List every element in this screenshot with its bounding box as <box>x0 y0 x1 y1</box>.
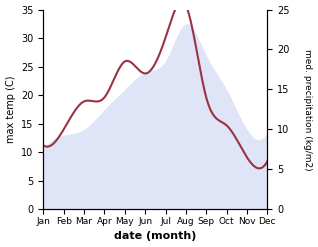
Y-axis label: max temp (C): max temp (C) <box>5 76 16 143</box>
Y-axis label: med. precipitation (kg/m2): med. precipitation (kg/m2) <box>303 49 313 170</box>
X-axis label: date (month): date (month) <box>114 231 197 242</box>
